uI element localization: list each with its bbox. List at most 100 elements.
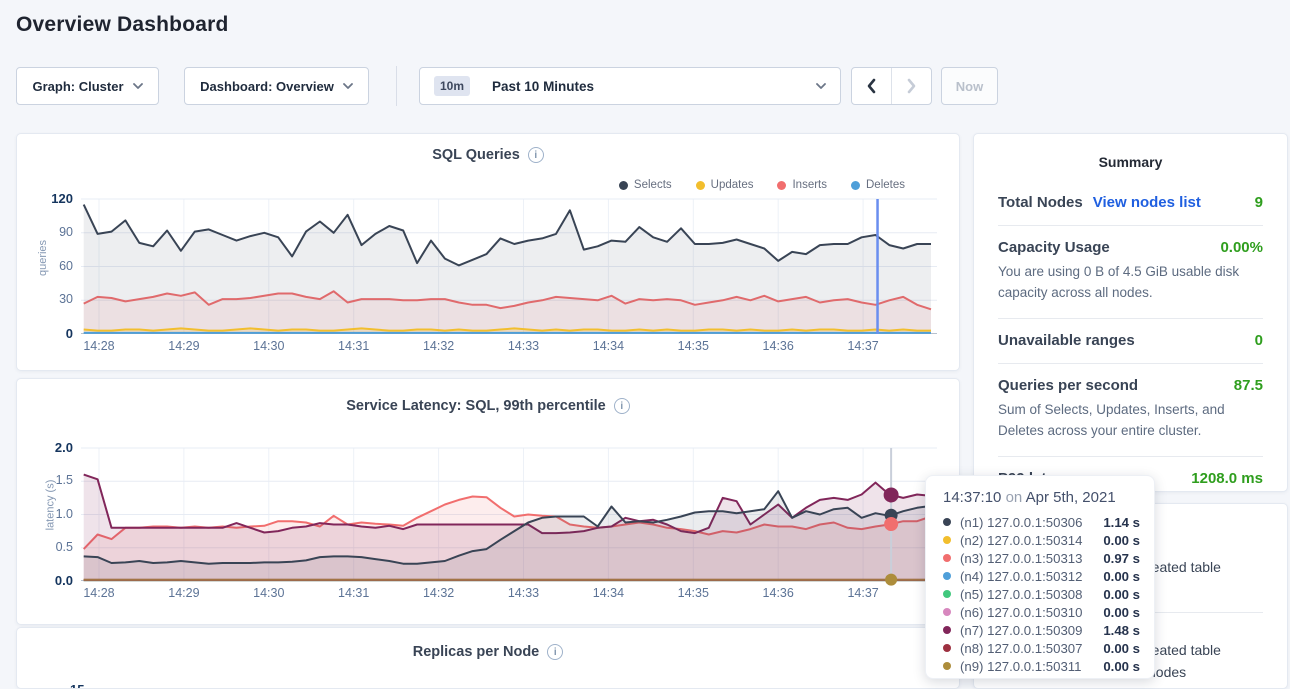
tooltip-rows: (n1) 127.0.0.1:50306 1.14 s (n2) 127.0.0.1… <box>943 513 1140 675</box>
next-time-button[interactable] <box>891 68 931 104</box>
chevron-down-icon <box>816 83 826 89</box>
tooltip-row: (n3) 127.0.0.1:50313 0.97 s <box>943 549 1140 567</box>
legend-label: Deletes <box>866 179 905 191</box>
tooltip-node-label: (n1) 127.0.0.1:50306 <box>960 514 1083 530</box>
y-axis-tick: 0 <box>65 326 73 341</box>
prev-time-button[interactable] <box>852 68 891 104</box>
latency-chart[interactable] <box>81 447 937 586</box>
legend-item[interactable]: Selects <box>618 179 672 191</box>
sql-queries-card: SQL Queries i Selects Updates Inserts Delet… <box>16 133 960 371</box>
legend-dot-icon <box>695 180 705 190</box>
page-title: Overview Dashboard <box>16 13 229 36</box>
tooltip-node-value: 0.00 s <box>1103 568 1140 584</box>
summary-row-label: Capacity Usage <box>998 239 1110 256</box>
replicas-per-node-card: Replicas per Node i 15 <box>16 627 960 689</box>
chart-legend: Selects Updates Inserts Deletes <box>618 179 905 191</box>
y-axis-tick: 2.0 <box>54 440 73 455</box>
time-step-buttons <box>851 67 932 105</box>
chevron-right-icon <box>907 78 916 94</box>
legend-dot-icon <box>618 180 628 190</box>
time-range-label: Past 10 Minutes <box>492 78 595 94</box>
x-axis-tick: 14:31 <box>338 339 370 353</box>
x-axis-tick: 14:31 <box>338 586 370 600</box>
tooltip-date: Apr 5th, 2021 <box>1025 489 1116 506</box>
x-axis-tick: 14:32 <box>422 339 455 353</box>
x-axis-tick: 14:28 <box>83 339 115 353</box>
summary-row: Unavailable ranges 0 <box>998 317 1263 363</box>
chevron-down-icon <box>342 83 353 89</box>
event-text: created table <box>1140 559 1221 575</box>
summary-row-value: 0 <box>1254 331 1263 349</box>
x-axis-tick: 14:32 <box>422 586 455 600</box>
y-axis-label: latency (s) <box>44 479 57 531</box>
sql-chart[interactable] <box>81 198 937 334</box>
x-axis-tick: 14:30 <box>253 339 285 353</box>
x-axis-tick: 14:37 <box>847 586 879 600</box>
hover-data-point <box>883 487 899 503</box>
legend-dot-icon <box>777 180 787 190</box>
summary-row-label: Total Nodes <box>998 194 1083 211</box>
view-nodes-link[interactable]: View nodes list <box>1092 194 1201 211</box>
hover-data-point <box>884 517 899 532</box>
legend-label: Selects <box>633 179 672 191</box>
hover-data-point <box>885 573 898 586</box>
tooltip-node-label: (n6) 127.0.0.1:50310 <box>960 604 1083 620</box>
y-axis-label: queries <box>37 239 50 277</box>
x-axis-tick: 14:36 <box>762 586 794 600</box>
tooltip-node-value: 0.97 s <box>1103 550 1140 566</box>
y-axis-tick: 60 <box>59 258 73 273</box>
node-color-dot <box>943 572 951 580</box>
legend-item[interactable]: Deletes <box>851 179 905 191</box>
tooltip-node-label: (n4) 127.0.0.1:50312 <box>960 568 1083 584</box>
dashboard-dropdown-label: Dashboard: Overview <box>200 78 334 94</box>
summary-row-value: 9 <box>1254 194 1263 211</box>
x-axis-tick: 14:33 <box>507 586 540 600</box>
tooltip-node-value: 0.00 s <box>1103 532 1140 548</box>
dashboard-dropdown[interactable]: Dashboard: Overview <box>184 67 369 105</box>
sql-queries-title: SQL Queries <box>432 147 520 163</box>
node-color-dot <box>943 608 951 616</box>
summary-row-desc: You are using 0 B of 4.5 GiB usable disk… <box>998 264 1240 300</box>
info-icon[interactable]: i <box>547 644 564 660</box>
y-axis-tick: 120 <box>51 191 73 206</box>
y-axis-tick: 0.5 <box>55 539 73 554</box>
summary-row-main: Total Nodes View nodes list 9 <box>998 194 1263 211</box>
now-button[interactable]: Now <box>941 67 998 105</box>
x-axis-tick: 14:29 <box>168 339 200 353</box>
legend-item[interactable]: Inserts <box>777 179 827 191</box>
tooltip-header: 14:37:10 on Apr 5th, 2021 <box>943 489 1140 506</box>
y-axis-tick: 15 <box>70 682 84 688</box>
event-text: nodes <box>1148 664 1187 680</box>
time-range-selector[interactable]: 10m Past 10 Minutes <box>419 67 841 105</box>
tooltip-row: (n4) 127.0.0.1:50312 0.00 s <box>943 567 1140 585</box>
service-latency-card: Service Latency: SQL, 99th percentile i … <box>16 378 960 625</box>
info-icon[interactable]: i <box>613 398 630 414</box>
y-axis-tick: 1.0 <box>55 506 73 521</box>
legend-item[interactable]: Updates <box>695 179 753 191</box>
node-color-dot <box>943 644 951 652</box>
tooltip-node-label: (n2) 127.0.0.1:50314 <box>960 532 1083 548</box>
tooltip-node-value: 0.00 s <box>1103 586 1140 602</box>
summary-card: Summary Total Nodes View nodes list 9 Capac… <box>973 133 1288 492</box>
summary-row-label: Unavailable ranges <box>998 331 1135 349</box>
info-icon[interactable]: i <box>527 147 544 163</box>
y-axis-tick: 90 <box>59 224 73 239</box>
tooltip-on: on <box>1005 489 1023 506</box>
node-color-dot <box>943 536 951 544</box>
summary-row-main: Unavailable ranges 0 <box>998 332 1263 349</box>
x-axis-tick: 14:34 <box>592 339 625 353</box>
y-axis-tick: 30 <box>59 292 73 307</box>
node-color-dot <box>943 590 951 598</box>
graph-dropdown[interactable]: Graph: Cluster <box>16 67 159 105</box>
node-color-dot <box>943 662 951 670</box>
summary-row: Capacity Usage 0.00% You are using 0 B of … <box>998 225 1263 318</box>
service-latency-title: Service Latency: SQL, 99th percentile <box>346 398 606 414</box>
chevron-down-icon <box>132 83 143 89</box>
summary-row-desc: Sum of Selects, Updates, Inserts, and De… <box>998 401 1225 438</box>
tooltip-row: (n7) 127.0.0.1:50309 1.48 s <box>943 621 1140 639</box>
summary-row-value: 0.00% <box>1220 239 1263 256</box>
x-axis-tick: 14:30 <box>253 586 285 600</box>
legend-label: Inserts <box>792 179 827 191</box>
node-color-dot <box>943 626 951 634</box>
event-text: created table <box>1140 642 1221 658</box>
